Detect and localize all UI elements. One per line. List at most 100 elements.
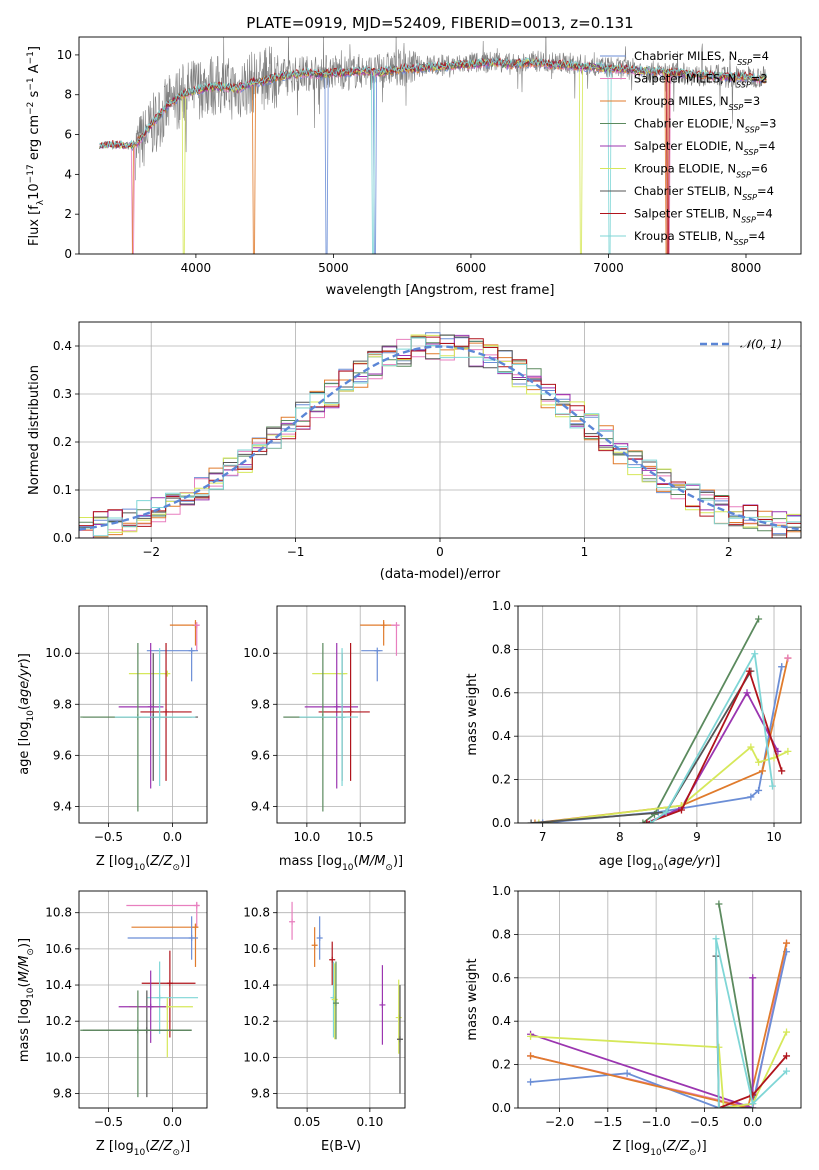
x-axis-label: wavelength [Angstrom, rest frame]	[326, 283, 555, 298]
legend-entry: Salpeter ELODIE, NSSP=4	[634, 139, 775, 157]
y-tick-label: 6	[64, 128, 72, 142]
x-tick-label: −2.0	[545, 1115, 574, 1129]
plot-area	[99, 37, 767, 254]
point-marker	[329, 956, 336, 963]
label-part: )]	[180, 854, 190, 869]
legend-entry: Salpeter MILES, NSSP=2	[634, 72, 768, 90]
label-part: age [log	[17, 722, 32, 775]
x-tick-label: 1	[581, 545, 589, 559]
weight-point-marker	[715, 1104, 723, 1108]
point-marker	[192, 924, 199, 931]
y-tick-label: 1.0	[492, 599, 511, 613]
y-tick-label: 0.2	[53, 435, 72, 449]
label-part: −1	[26, 77, 36, 90]
spectrum-panel: 4000 5000 6000 7000 8000 0 2 4 6 8 10 Chabrier MILE…	[26, 36, 802, 298]
point-marker	[164, 670, 171, 677]
weight-point-marker	[755, 758, 763, 766]
point-marker	[156, 994, 163, 1001]
label-part: (	[663, 854, 668, 869]
weight-point-marker	[527, 1078, 535, 1086]
errorbar-point	[396, 985, 403, 1094]
label-part: age/yr	[668, 854, 711, 869]
y-tick-label: 0.0	[492, 816, 511, 830]
legend-entry: Salpeter STELIB, NSSP=4	[634, 207, 773, 225]
legend-model: Chabrier MILES, N	[634, 49, 737, 63]
weight-series-line	[718, 903, 754, 1098]
weight-series-line	[534, 657, 789, 823]
label-part: s	[27, 90, 42, 101]
y-tick-label: 10.8	[243, 906, 270, 920]
axes-frame	[78, 890, 208, 1109]
label-part: mass [log	[17, 999, 32, 1062]
model-spectrum-line	[131, 58, 767, 254]
legend-model: Chabrier STELIB, N	[634, 184, 742, 198]
label-part: ]	[27, 46, 42, 51]
label-part: Z [log	[612, 1139, 650, 1154]
y-tick-label: 0.4	[492, 1014, 511, 1028]
errorbar-point	[127, 916, 199, 960]
y-axis-label: mass weight	[465, 673, 480, 755]
y-tick-label: 9.6	[251, 748, 270, 762]
weight-point-marker	[647, 819, 655, 823]
label-part: Z/Z	[666, 1139, 690, 1154]
x-tick-label: 7000	[593, 261, 624, 275]
x-tick-label: 2	[725, 545, 733, 559]
weight-point-marker	[643, 819, 651, 823]
point-marker	[393, 622, 400, 629]
weight-point-marker	[783, 1067, 791, 1075]
x-tick-label: 4000	[181, 261, 212, 275]
y-tick-label: 0.0	[53, 531, 72, 545]
label-part: 10	[26, 710, 36, 722]
point-marker	[331, 996, 338, 1003]
errorbar-point	[128, 670, 171, 677]
point-marker	[395, 1014, 402, 1021]
label-part: Flux [f	[27, 205, 42, 246]
label-part: 10	[134, 863, 146, 873]
point-marker	[188, 647, 195, 654]
y-axis-label: mass [log10(M/M⊙)]	[17, 938, 36, 1062]
legend-value: =2	[751, 72, 768, 86]
weight-point-marker	[539, 819, 547, 823]
weight-point-marker	[639, 819, 647, 823]
legend-sub: SSP	[736, 80, 751, 89]
residuals-panel: −2 −1 0 1 2 0.0 0.1 0.2 0.3 0.4 𝒩(0, 1) (data-model…	[27, 321, 802, 582]
x-tick-label: −1	[287, 545, 305, 559]
label-part: −1	[26, 51, 36, 64]
legend-value: =4	[757, 184, 774, 198]
legend-sub: SSP	[734, 238, 749, 247]
y-tick-label: 9.4	[53, 799, 72, 813]
weight-point-marker	[712, 935, 720, 943]
y-tick-label: 9.8	[251, 1087, 270, 1101]
y-tick-label: 0.1	[53, 483, 72, 497]
label-part: Normed distribution	[27, 365, 42, 495]
x-axis-label: Z [log10(Z/Z⊙)]	[96, 1139, 190, 1158]
weight-point-marker	[527, 819, 535, 823]
y-tick-label: 10.4	[45, 978, 72, 992]
label-part: 10	[650, 1148, 662, 1158]
errorbar-point	[193, 622, 200, 651]
x-axis-label: mass [log10(M/M⊙)]	[279, 854, 403, 873]
legend-sub: SSP	[742, 193, 757, 202]
x-tick-label: −1.5	[593, 1115, 622, 1129]
weight-point-marker	[758, 767, 766, 775]
point-marker	[166, 980, 173, 987]
x-tick-label: 0.0	[743, 1115, 762, 1129]
point-marker	[347, 708, 354, 715]
label-part: )]	[697, 1139, 707, 1154]
plot-area	[518, 606, 801, 823]
y-tick-label: 10.6	[45, 942, 72, 956]
axes-frame	[276, 890, 406, 1109]
label-part: ⊙	[385, 863, 393, 873]
x-axis-label: (data-model)/error	[380, 567, 501, 582]
plot-area	[277, 606, 405, 823]
y-tick-label: 10.8	[45, 906, 72, 920]
weight-point-marker	[535, 819, 543, 823]
weight-point-marker	[755, 615, 763, 623]
label-part: )]	[710, 854, 720, 869]
legend-model: Kroupa MILES, N	[634, 94, 729, 108]
point-marker	[332, 1000, 339, 1007]
label-part: M/M	[17, 956, 32, 983]
x-axis-label: age [log10(age/yr)]	[599, 854, 721, 873]
weight-point-marker	[747, 743, 755, 751]
